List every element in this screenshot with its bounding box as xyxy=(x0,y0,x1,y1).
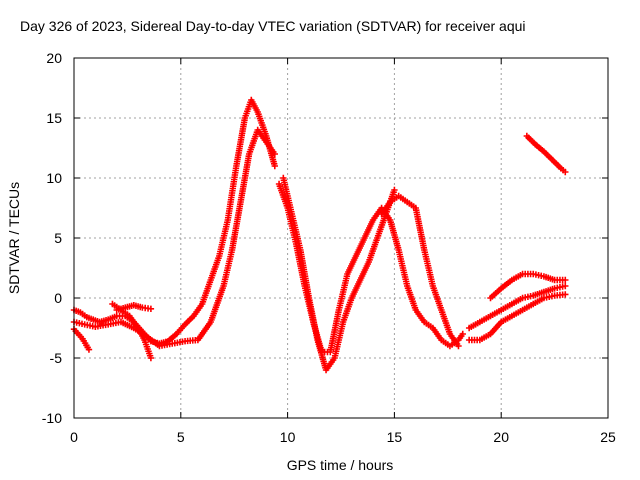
series-track-1 xyxy=(70,96,278,347)
x-tick-label: 15 xyxy=(387,429,403,445)
y-tick-label: 10 xyxy=(46,170,62,186)
data-point xyxy=(147,305,155,312)
x-tick-label: 10 xyxy=(280,429,296,445)
y-tick-label: 15 xyxy=(46,110,62,126)
x-axis-label: GPS time / hours xyxy=(287,457,394,473)
series-track-7 xyxy=(275,180,466,356)
data-point xyxy=(562,291,569,298)
x-tick-label: 0 xyxy=(70,429,78,445)
x-tick-label: 25 xyxy=(600,429,616,445)
data-marks xyxy=(70,96,569,374)
data-point xyxy=(459,330,466,338)
y-tick-label: 0 xyxy=(54,290,62,306)
y-tick-label: -5 xyxy=(50,350,63,366)
data-point xyxy=(271,162,278,170)
series-track-8 xyxy=(378,192,462,350)
data-point xyxy=(391,186,398,194)
data-point xyxy=(85,346,93,353)
y-tick-label: 5 xyxy=(54,230,62,246)
series-track-12 xyxy=(523,132,569,176)
x-tick-label: 5 xyxy=(177,429,185,445)
y-tick-labels: -10 -5 0 5 10 15 20 xyxy=(42,50,62,426)
series-track-3 xyxy=(70,326,93,353)
y-axis-label: SDTVAR / TECUs xyxy=(6,182,22,294)
axis-ticks xyxy=(73,57,609,419)
data-point xyxy=(271,150,278,158)
series-track-2 xyxy=(70,126,278,350)
y-tick-label: -10 xyxy=(42,410,62,426)
data-point xyxy=(147,354,155,362)
y-tick-label: 20 xyxy=(46,50,62,66)
data-point xyxy=(562,282,569,290)
data-point xyxy=(562,168,569,176)
chart-title: Day 326 of 2023, Sidereal Day-to-day VTE… xyxy=(20,18,526,34)
series-track-11 xyxy=(487,270,569,302)
data-point xyxy=(562,276,569,284)
series-track-10 xyxy=(465,282,569,332)
data-point xyxy=(455,342,462,350)
x-tick-labels: 0 5 10 15 20 25 xyxy=(70,429,616,445)
x-tick-label: 20 xyxy=(493,429,509,445)
series-track-9 xyxy=(465,291,569,344)
series-track-5 xyxy=(113,302,155,314)
